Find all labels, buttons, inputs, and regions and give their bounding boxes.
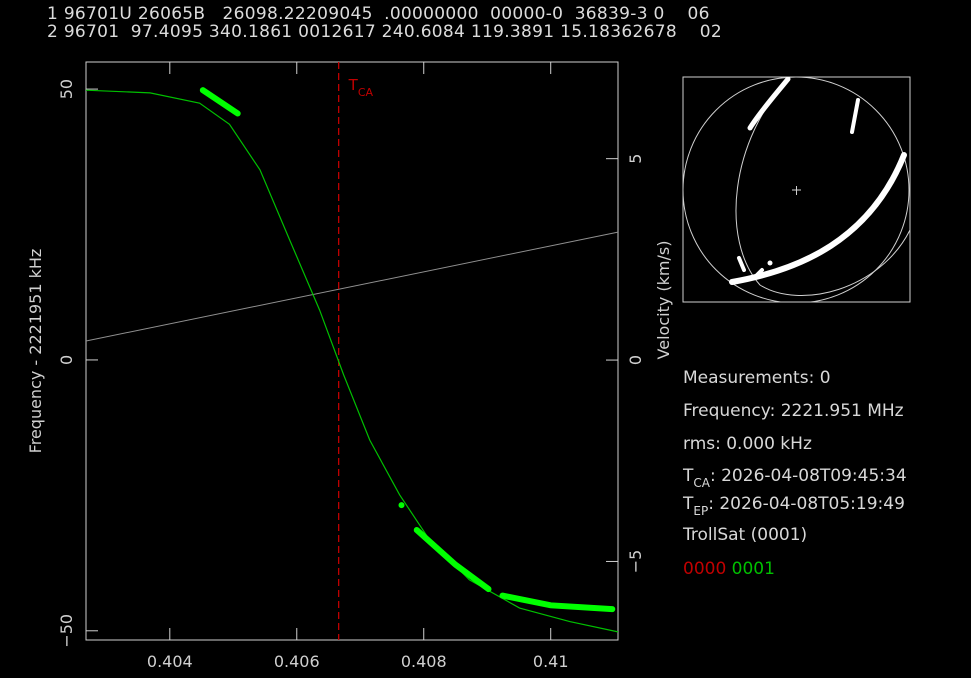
y-right-tick-label: 0 [626, 355, 645, 365]
y-tick-label: −50 [57, 614, 76, 648]
measurement-segment [499, 592, 616, 613]
measurement-segment [413, 527, 492, 593]
tep-readout: TEP: 2026-04-08T05:19:49 [683, 494, 905, 518]
y-axis-label: Frequency - 2221951 kHz [26, 249, 45, 454]
tle-line-1: 1 96701U 26065B 26098.22209045 .00000000… [47, 4, 710, 24]
x-tick-label: 0.406 [274, 652, 320, 671]
x-tick-label: 0.41 [533, 652, 569, 671]
pass-track [747, 77, 791, 131]
model-curve [85, 89, 619, 633]
ground-track-arc [735, 77, 910, 296]
horizon-circle [683, 77, 910, 302]
measurements-count: Measurements: 0 [683, 368, 831, 388]
pass-track [737, 256, 764, 278]
measurement-segment [199, 87, 241, 117]
rms-readout: rms: 0.000 kHz [683, 434, 812, 454]
y-axis-right-label: Velocity (km/s) [654, 241, 673, 360]
frequency-readout: Frequency: 2221.951 MHz [683, 401, 904, 421]
sky-plot-inset [682, 76, 911, 303]
satellite-name: TrollSat (0001) [683, 525, 808, 545]
x-tick-label: 0.404 [147, 652, 193, 671]
gray-reference-line [85, 231, 619, 342]
y-tick-label: 50 [57, 79, 76, 99]
tca-label: TCA [348, 76, 374, 99]
y-right-tick-label: −5 [626, 550, 645, 574]
tca-readout: TCA: 2026-04-08T09:45:34 [683, 466, 907, 490]
code-green: 0001 [731, 559, 775, 579]
zenith-cross-icon [792, 186, 801, 195]
tle-line-2: 2 96701 97.4095 340.1861 0012617 240.608… [47, 22, 722, 42]
y-right-tick-label: 5 [626, 154, 645, 164]
site-codes: 0000 0001 [683, 559, 775, 579]
pass-track [850, 98, 860, 134]
plot-frame [85, 61, 619, 641]
x-tick-label: 0.408 [401, 652, 447, 671]
code-red: 0000 [683, 559, 727, 579]
y-tick-label: 0 [57, 355, 76, 365]
measurement-point [398, 502, 405, 509]
